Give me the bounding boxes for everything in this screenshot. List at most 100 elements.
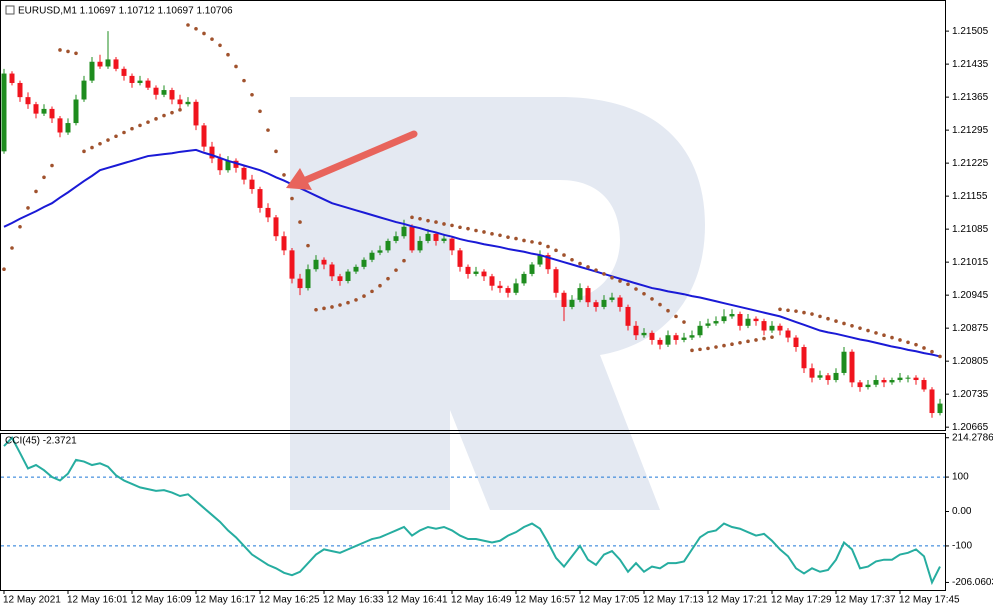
sar-dot bbox=[34, 189, 38, 194]
candle-body bbox=[297, 278, 303, 289]
candle-body bbox=[385, 240, 391, 251]
sar-dot bbox=[18, 224, 22, 229]
sar-dot bbox=[594, 268, 598, 272]
sar-dot bbox=[402, 258, 406, 263]
sar-dot bbox=[26, 206, 30, 210]
candle-body bbox=[129, 75, 135, 83]
candle-body bbox=[593, 302, 599, 307]
y-tick-label: -100 bbox=[952, 541, 972, 552]
sar-dot bbox=[218, 43, 222, 48]
candle-body bbox=[145, 80, 151, 88]
sar-dot bbox=[610, 275, 614, 280]
candle-body bbox=[33, 104, 39, 114]
sar-dot bbox=[10, 246, 14, 250]
sar-dot bbox=[330, 305, 334, 309]
y-tick-label: 1.20735 bbox=[952, 389, 989, 400]
sar-dot bbox=[274, 149, 278, 154]
sar-dot bbox=[674, 314, 678, 319]
x-tick-label: 12 May 16:09 bbox=[131, 595, 192, 606]
y-tick-label: 1.21155 bbox=[952, 191, 988, 202]
sar-dot bbox=[722, 343, 726, 348]
sar-dot bbox=[90, 145, 94, 150]
candle-body bbox=[313, 259, 319, 270]
candle-body bbox=[809, 368, 815, 378]
sar-dot bbox=[730, 342, 734, 346]
sar-dot bbox=[650, 297, 654, 301]
candle-body bbox=[873, 380, 879, 385]
candle-body bbox=[729, 314, 735, 317]
candle-body bbox=[737, 314, 743, 326]
candle-body bbox=[761, 321, 767, 331]
moving-average bbox=[3, 148, 941, 358]
candle-body bbox=[225, 160, 231, 171]
candle-body bbox=[697, 325, 703, 336]
y-tick-label: 1.21015 bbox=[952, 257, 989, 268]
candle-body bbox=[241, 167, 247, 180]
sar-dot bbox=[242, 78, 246, 83]
sar-dot bbox=[482, 230, 486, 234]
sar-dot bbox=[226, 52, 230, 57]
x-tick-label: 12 May 17:13 bbox=[643, 595, 704, 606]
sar-dot bbox=[834, 319, 838, 323]
candle-body bbox=[545, 255, 551, 270]
candle-body bbox=[57, 118, 63, 133]
candle-body bbox=[881, 380, 887, 383]
candle-body bbox=[457, 250, 463, 267]
x-tick-label: 12 May 17:29 bbox=[771, 595, 832, 606]
candle-body bbox=[577, 288, 583, 300]
sar-dot bbox=[842, 321, 846, 326]
candle-body bbox=[177, 99, 183, 105]
sar-dot bbox=[706, 346, 710, 351]
y-tick-label: 0.00 bbox=[952, 506, 972, 517]
sar-dot bbox=[170, 110, 174, 115]
watermark bbox=[290, 97, 705, 510]
sar-dot bbox=[146, 120, 150, 124]
sar-dot bbox=[322, 306, 326, 311]
sar-dot bbox=[682, 320, 686, 324]
sar-dot bbox=[282, 173, 286, 177]
candle-body bbox=[465, 266, 471, 274]
sar-dot bbox=[202, 31, 206, 36]
sar-dot bbox=[2, 267, 6, 272]
y-tick-label: 1.21505 bbox=[952, 26, 989, 37]
sar-dot bbox=[522, 238, 526, 243]
candle-body bbox=[785, 330, 791, 338]
sar-dot bbox=[458, 225, 462, 230]
candle-body bbox=[513, 283, 519, 293]
candle-body bbox=[905, 377, 911, 379]
chart-title: EURUSD,M1 1.10697 1.10712 1.10697 1.1070… bbox=[18, 6, 233, 17]
candle-body bbox=[265, 207, 271, 218]
candle-body bbox=[929, 389, 935, 414]
candle-body bbox=[817, 375, 823, 378]
candle-body bbox=[97, 61, 103, 67]
candle-body bbox=[73, 99, 79, 124]
candle-body bbox=[41, 108, 47, 114]
sar-dot bbox=[698, 347, 702, 352]
x-tick-label: 12 May 17:21 bbox=[707, 595, 768, 606]
candle-body bbox=[673, 335, 679, 340]
y-tick-label: 1.21365 bbox=[952, 92, 989, 103]
candle-body bbox=[497, 285, 503, 289]
candle-body bbox=[393, 236, 399, 241]
x-tick-label: 12 May 17:05 bbox=[579, 595, 640, 606]
candle-body bbox=[9, 73, 15, 83]
sar-dot bbox=[130, 126, 134, 131]
sar-dot bbox=[626, 282, 630, 287]
sar-dot bbox=[418, 216, 422, 221]
candle-body bbox=[665, 335, 671, 345]
candle-body bbox=[345, 271, 351, 282]
sar-dot bbox=[794, 309, 798, 313]
candle-body bbox=[65, 123, 71, 133]
sar-dot bbox=[370, 289, 374, 294]
candle-body bbox=[801, 347, 807, 369]
candle-body bbox=[217, 158, 223, 171]
sar-dot bbox=[106, 138, 110, 142]
candle-body bbox=[321, 259, 327, 265]
candle-body bbox=[921, 380, 927, 390]
candle-body bbox=[601, 299, 607, 307]
candle-body bbox=[561, 292, 567, 307]
candle-body bbox=[505, 288, 511, 293]
sar-dot bbox=[66, 49, 70, 54]
candle-body bbox=[185, 101, 191, 105]
